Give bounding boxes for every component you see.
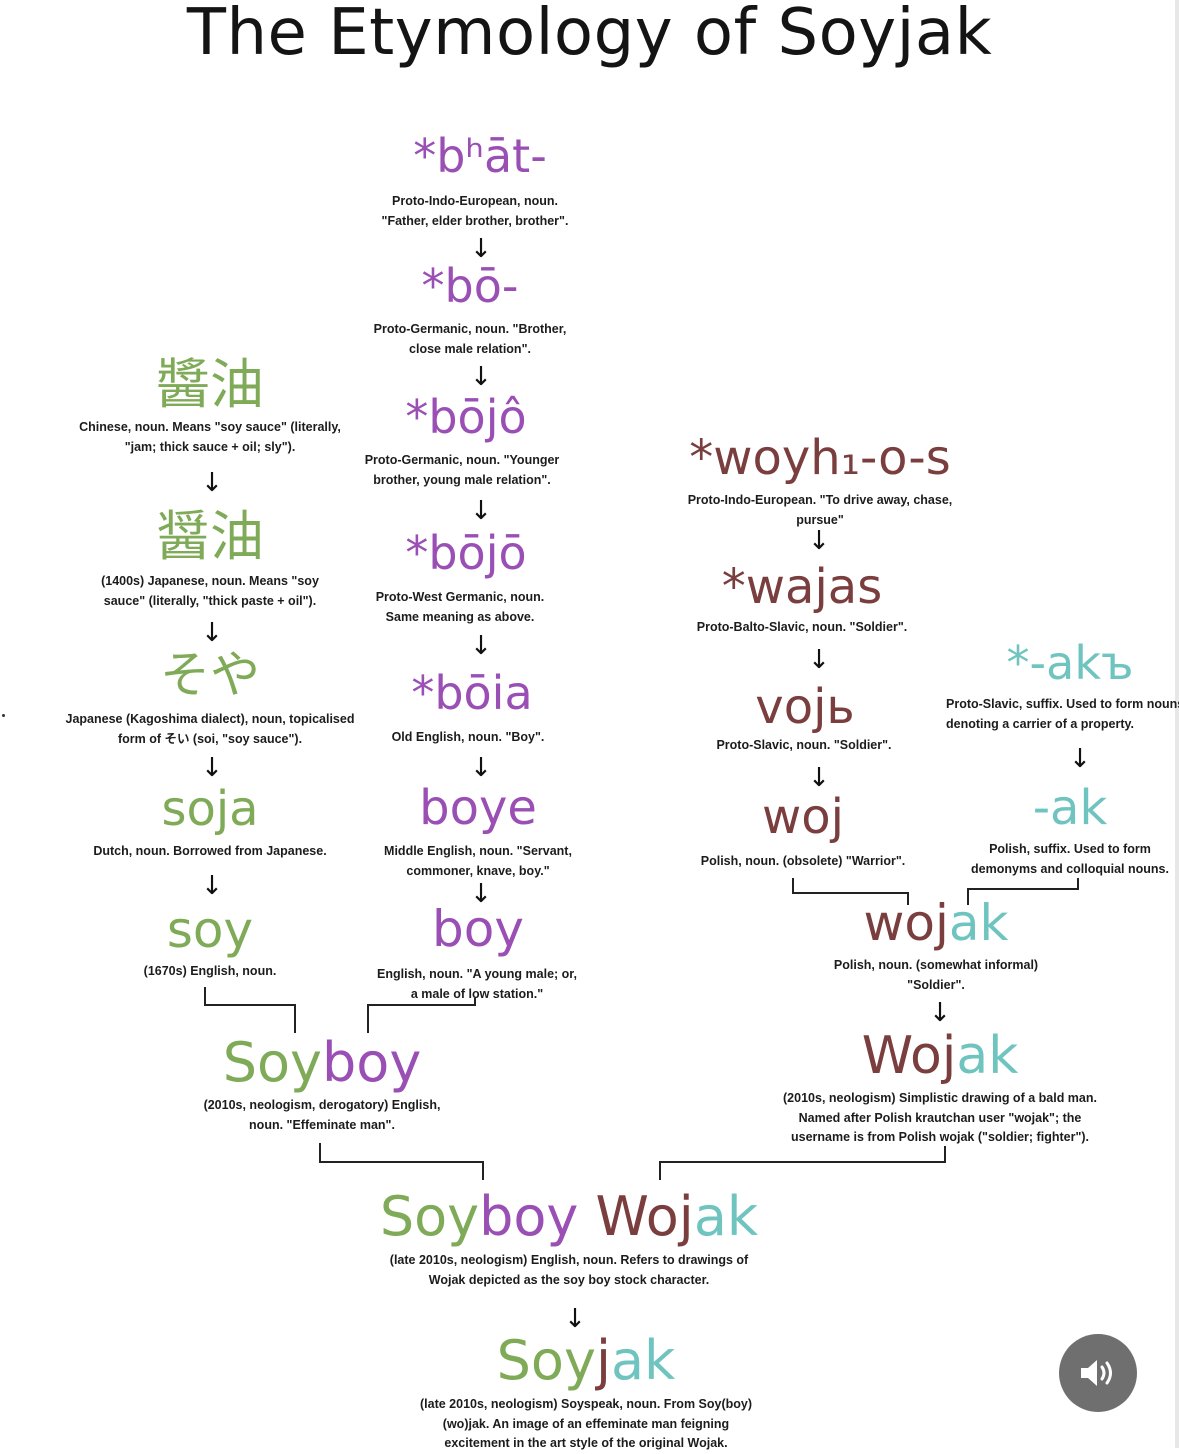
desc-soyboy-wojak: (late 2010s, neologism) English, noun. R… <box>389 1253 749 1287</box>
desc-soja: Dutch, noun. Borrowed from Japanese. <box>93 844 327 858</box>
speaker-icon <box>1081 1360 1112 1386</box>
word-soy: soy <box>166 901 254 959</box>
arrow-down-icon: ↓ <box>929 998 951 1028</box>
word-soyboy-soy: Soy <box>222 1031 322 1094</box>
word-boy: boy <box>432 900 524 958</box>
word-soja: soja <box>161 781 259 837</box>
word-sbw-soy: Soy <box>379 1185 480 1248</box>
desc-wajas: Proto-Balto-Slavic, noun. "Soldier". <box>696 620 908 634</box>
word-bhat: *bʰāt- <box>413 129 547 183</box>
desc-soyboy: (2010s, neologism, derogatory) English, n… <box>203 1098 441 1132</box>
desc-soya-kana: Japanese (Kagoshima dialect), noun, topi… <box>65 712 355 746</box>
word-wojak-root: woj <box>863 894 949 952</box>
connector-soyboy <box>319 1143 484 1180</box>
word-soyjak-soy: Soy <box>496 1329 596 1392</box>
connector-wojak <box>659 1146 946 1180</box>
word-bo: *bō- <box>421 259 519 313</box>
word-boye: boye <box>419 780 537 836</box>
connector-woj <box>792 878 909 905</box>
word-wojak-meme-suffix: ak <box>956 1026 1019 1086</box>
audio-toggle-button[interactable] <box>1059 1334 1137 1412</box>
desc-bojo: Proto-West Germanic, noun. Same meaning a… <box>375 590 545 624</box>
word-sbw-boy: boy <box>479 1185 579 1248</box>
word-soyjak-ak: ak <box>610 1329 676 1392</box>
word-boia: *bōia <box>411 666 533 720</box>
connector-soy <box>204 987 296 1033</box>
desc-soy: (1670s) English, noun. <box>143 964 277 978</box>
word-jiangyou-cn: 醬油 <box>156 353 264 416</box>
desc-jiangyou-jp: (1400s) Japanese, noun. Means "soy sauce"… <box>101 574 319 608</box>
desc-ak: Polish, suffix. Used to form demonyms and… <box>971 842 1169 876</box>
arrow-down-icon: ↓ <box>470 362 492 392</box>
desc-wojak-polish: Polish, noun. (somewhat informal) "Soldie… <box>833 958 1039 992</box>
arrow-down-icon: ↓ <box>470 631 492 661</box>
desc-akb: Proto-Slavic, suffix. Used to form nouns… <box>946 697 1179 731</box>
word-ak: -ak <box>1032 780 1108 836</box>
word-sbw-woj: Woj <box>578 1185 694 1248</box>
arrow-down-icon: ↓ <box>201 468 223 498</box>
arrow-down-icon: ↓ <box>1069 744 1091 774</box>
arrow-down-icon: ↓ <box>808 526 830 556</box>
word-jiangyou-jp: 醤油 <box>156 505 264 568</box>
connector-boy <box>367 998 476 1033</box>
arrow-down-icon: ↓ <box>808 645 830 675</box>
page-title: The Etymology of Soyjak <box>186 0 993 70</box>
desc-woj: Polish, noun. (obsolete) "Warrior". <box>700 854 906 868</box>
arrow-down-icon: ↓ <box>201 753 223 783</box>
word-bojo: *bōjō <box>405 526 527 580</box>
word-wajas: *wajas <box>721 559 883 615</box>
word-wojak-polish: wojak <box>786 898 1086 948</box>
desc-soyjak: (late 2010s, neologism) Soyspeak, noun. … <box>419 1397 753 1450</box>
word-wojak-suffix: ak <box>948 894 1009 952</box>
arrow-down-icon: ↓ <box>470 234 492 264</box>
desc-woyh: Proto-Indo-European. "To drive away, cha… <box>687 493 953 527</box>
word-akb: *-akъ <box>1006 636 1134 690</box>
word-soya-kana: そや <box>160 646 260 704</box>
frame-edge <box>1175 0 1179 1448</box>
word-wojak-meme-root: Woj <box>861 1026 957 1086</box>
word-soyboy-wojak: Soyboy Wojak <box>319 1190 819 1244</box>
word-bojo-circ: *bōjô <box>405 390 527 444</box>
stray-dot <box>2 714 5 717</box>
desc-wojak-meme: (2010s, neologism) Simplistic drawing of… <box>783 1091 1097 1144</box>
arrow-down-icon: ↓ <box>201 871 223 901</box>
word-soyboy: Soyboy <box>172 1036 472 1090</box>
connector-ak <box>967 878 1079 905</box>
arrow-down-icon: ↓ <box>564 1304 586 1334</box>
desc-bojo-circ: Proto-Germanic, noun. "Younger brother, y… <box>364 453 560 487</box>
word-woj: woj <box>762 789 844 845</box>
desc-bo: Proto-Germanic, noun. "Brother, close mal… <box>373 322 567 356</box>
desc-vojb: Proto-Slavic, noun. "Soldier". <box>716 738 892 752</box>
word-vojb: vojь <box>755 679 855 735</box>
desc-jiangyou-cn: Chinese, noun. Means "soy sauce" (litera… <box>79 420 341 454</box>
desc-bhat: Proto-Indo-European, noun. "Father, elder… <box>381 194 569 228</box>
arrow-down-icon: ↓ <box>201 618 223 648</box>
word-soyboy-boy: boy <box>322 1031 422 1094</box>
word-woyh: *woyh₁-o-s <box>689 430 951 486</box>
arrow-down-icon: ↓ <box>470 496 492 526</box>
desc-boia: Old English, noun. "Boy". <box>391 730 545 744</box>
word-soyjak-j: j <box>595 1329 611 1392</box>
desc-boye: Middle English, noun. "Servant, commoner,… <box>384 844 572 878</box>
word-sbw-ak: ak <box>693 1185 759 1248</box>
word-soyjak: Soyjak <box>436 1334 736 1388</box>
arrow-down-icon: ↓ <box>808 763 830 793</box>
arrow-down-icon: ↓ <box>470 753 492 783</box>
word-wojak-meme: Wojak <box>790 1030 1090 1082</box>
arrow-down-icon: ↓ <box>470 879 492 909</box>
desc-boy: English, noun. "A young male; or, a male … <box>377 967 577 1001</box>
